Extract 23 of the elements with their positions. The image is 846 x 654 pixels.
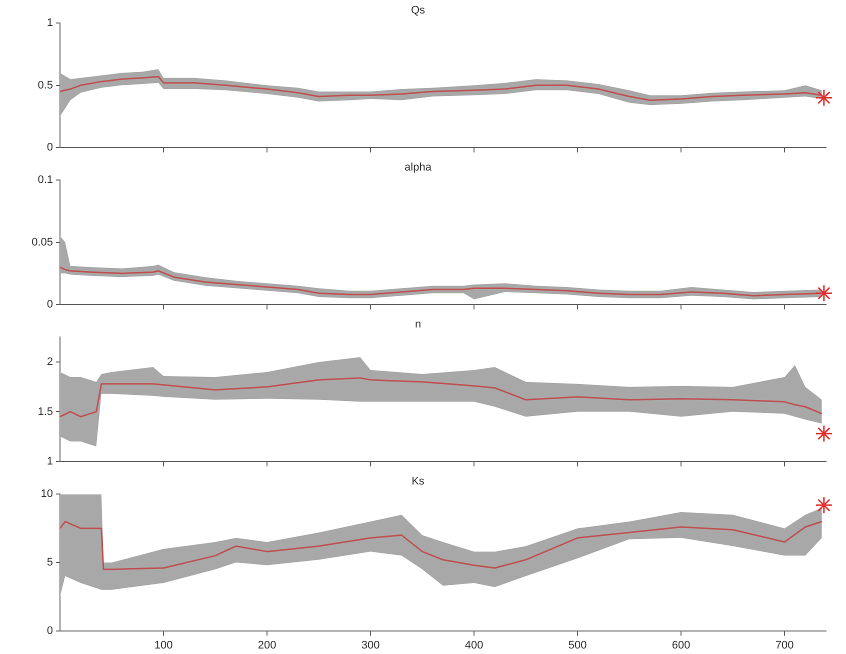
x-tick-label: 500 (568, 639, 587, 652)
y-tick-label: 1.5 (38, 406, 53, 418)
y-tick-label: 0.5 (38, 79, 53, 92)
y-tick-label: 0 (46, 298, 53, 310)
x-tick-label: 100 (154, 639, 173, 652)
x-tick-label: 700 (775, 639, 794, 652)
x-tick-label: 400 (464, 639, 484, 652)
x-tick-label: 200 (258, 639, 276, 652)
chart-title: alpha (404, 162, 432, 174)
y-tick-label: 0.1 (38, 174, 53, 186)
chart-title: Qs (410, 4, 426, 17)
y-tick-label: 5 (46, 556, 53, 569)
chart-title: Ks (412, 476, 425, 488)
y-tick-label: 0 (46, 141, 53, 154)
y-tick-label: 0.05 (32, 236, 53, 248)
y-tick-label: 10 (40, 488, 53, 500)
x-tick-label: 300 (361, 639, 380, 652)
x-tick-label: 600 (672, 639, 690, 652)
y-tick-label: 1 (46, 455, 53, 468)
y-tick-label: 2 (46, 356, 53, 368)
y-tick-label: 1 (46, 17, 53, 30)
y-tick-label: 0 (46, 624, 53, 637)
chart-title: n (414, 318, 422, 331)
